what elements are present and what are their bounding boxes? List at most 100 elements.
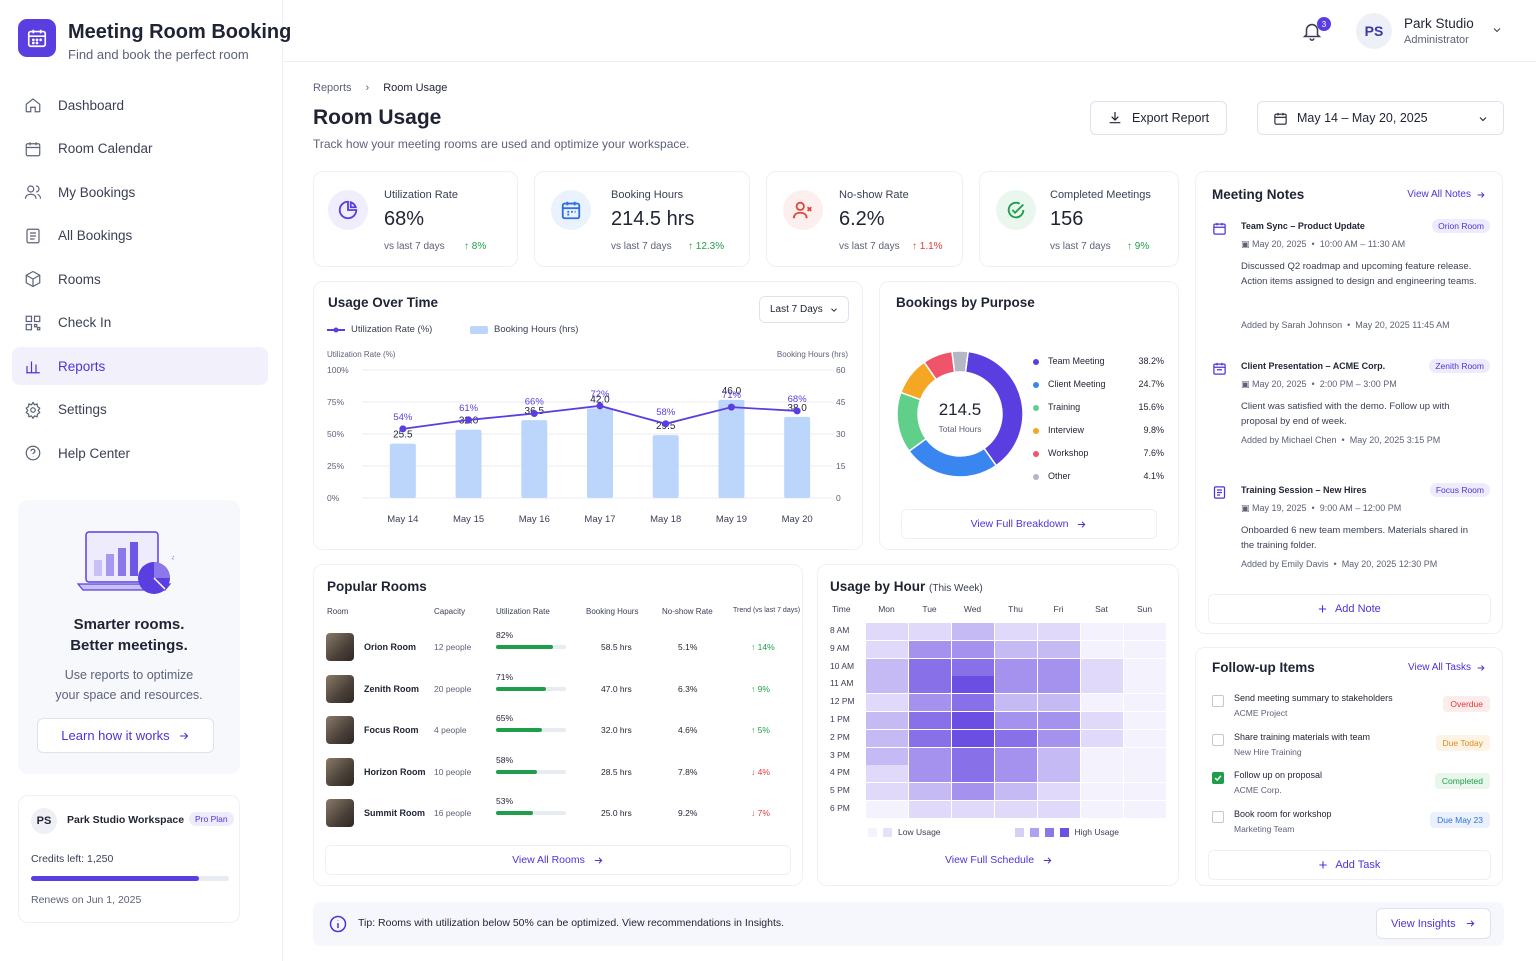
task-item[interactable]: Share training materials with team New Hi… [1212, 732, 1490, 762]
heatmap-cell[interactable] [1038, 676, 1080, 694]
heatmap-cell[interactable] [909, 658, 951, 676]
view-all-notes-link[interactable]: View All Notes [1407, 189, 1486, 200]
heatmap-cell[interactable] [952, 747, 994, 765]
task-item[interactable]: Book room for workshop Marketing Team Due … [1212, 809, 1490, 839]
heatmap-cell[interactable] [909, 694, 951, 712]
table-row[interactable]: Summit Room 16 people 53% 25.0 hrs 9.2% ↓ 7% [326, 796, 796, 829]
utilization-point[interactable] [727, 403, 735, 411]
sidebar-item-my-bookings[interactable]: My Bookings [12, 173, 268, 211]
table-row[interactable]: Focus Room 4 people 65% 32.0 hrs 4.6% ↑ 5% [326, 713, 796, 746]
sidebar-item-rooms[interactable]: Rooms [12, 260, 268, 298]
view-full-breakdown-button[interactable]: View Full Breakdown [901, 509, 1157, 539]
task-checkbox[interactable] [1212, 810, 1224, 823]
learn-how-button[interactable]: Learn how it works [37, 718, 214, 753]
heatmap-cell[interactable] [995, 694, 1037, 712]
heatmap-cell[interactable] [909, 712, 951, 729]
heatmap-cell[interactable] [1124, 783, 1166, 801]
heatmap-cell[interactable] [1124, 765, 1166, 783]
heatmap-cell[interactable] [1124, 747, 1166, 765]
sidebar-item-help-center[interactable]: Help Center [12, 434, 268, 472]
heatmap-cell[interactable] [1124, 676, 1166, 694]
chevron-down-icon[interactable] [1491, 24, 1503, 36]
heatmap-cell[interactable] [1081, 729, 1123, 747]
export-report-button[interactable]: Export Report [1090, 101, 1227, 135]
add-note-button[interactable]: + Add Note [1208, 594, 1491, 624]
heatmap-cell[interactable] [866, 729, 908, 747]
heatmap-cell[interactable] [995, 658, 1037, 676]
heatmap-cell[interactable] [1038, 783, 1080, 801]
heatmap-cell[interactable] [866, 676, 908, 694]
heatmap-cell[interactable] [952, 729, 994, 747]
heatmap-cell[interactable] [909, 783, 951, 801]
sidebar-item-dashboard[interactable]: Dashboard [12, 86, 268, 124]
utilization-point[interactable] [530, 410, 538, 418]
range-select[interactable]: Last 7 Days [759, 296, 849, 323]
sidebar-item-reports[interactable]: Reports [12, 347, 268, 385]
heatmap-cell[interactable] [995, 640, 1037, 658]
heatmap-cell[interactable] [1081, 801, 1123, 818]
heatmap-cell[interactable] [866, 765, 908, 783]
heatmap-cell[interactable] [1038, 623, 1080, 640]
heatmap-cell[interactable] [866, 712, 908, 729]
heatmap-cell[interactable] [866, 640, 908, 658]
heatmap-cell[interactable] [1038, 747, 1080, 765]
booking-hours-bar[interactable] [718, 399, 745, 498]
sidebar-item-check-in[interactable]: Check In [12, 304, 268, 342]
bell-icon[interactable] [1301, 20, 1323, 42]
heatmap-cell[interactable] [952, 623, 994, 640]
heatmap-cell[interactable] [1124, 640, 1166, 658]
heatmap-cell[interactable] [866, 658, 908, 676]
heatmap-cell[interactable] [909, 729, 951, 747]
heatmap-cell[interactable] [909, 765, 951, 783]
donut-slice[interactable] [908, 437, 998, 478]
table-row[interactable]: Orion Room 12 people 82% 58.5 hrs 5.1% ↑ 14% [326, 630, 796, 663]
heatmap-cell[interactable] [1124, 712, 1166, 729]
heatmap-cell[interactable] [866, 783, 908, 801]
heatmap-cell[interactable] [866, 623, 908, 640]
heatmap-cell[interactable] [1081, 747, 1123, 765]
note-item[interactable]: Team Sync – Product Update Orion Room ▣ Ma… [1212, 219, 1490, 349]
brand[interactable]: Meeting Room Booking Find and book the p… [18, 19, 291, 62]
booking-hours-bar[interactable] [455, 429, 482, 498]
heatmap-cell[interactable] [909, 623, 951, 640]
sidebar-item-all-bookings[interactable]: All Bookings [12, 217, 268, 255]
user-avatar[interactable]: PS [1356, 13, 1392, 49]
heatmap-cell[interactable] [1038, 694, 1080, 712]
sidebar-item-room-calendar[interactable]: Room Calendar [12, 130, 268, 168]
heatmap-cell[interactable] [1081, 712, 1123, 729]
heatmap-cell[interactable] [1081, 765, 1123, 783]
task-item[interactable]: Follow up on proposal ACME Corp. Completed [1212, 770, 1490, 800]
heatmap-cell[interactable] [866, 694, 908, 712]
heatmap-cell[interactable] [952, 694, 994, 712]
note-item[interactable]: Training Session – New Hires Focus Room ▣ … [1212, 483, 1490, 613]
heatmap-cell[interactable] [1124, 801, 1166, 818]
heatmap-cell[interactable] [909, 676, 951, 694]
add-task-button[interactable]: + Add Task [1208, 850, 1491, 880]
heatmap-cell[interactable] [1124, 729, 1166, 747]
view-all-tasks-link[interactable]: View All Tasks [1408, 662, 1486, 673]
heatmap-cell[interactable] [952, 801, 994, 818]
heatmap-cell[interactable] [952, 640, 994, 658]
donut-slice[interactable] [896, 391, 928, 453]
table-row[interactable]: Zenith Room 20 people 71% 47.0 hrs 6.3% ↑ 9% [326, 672, 796, 705]
heatmap-cell[interactable] [952, 658, 994, 676]
heatmap-cell[interactable] [1124, 658, 1166, 676]
heatmap-cell[interactable] [1038, 765, 1080, 783]
booking-hours-bar[interactable] [521, 420, 548, 498]
user-name[interactable]: Park Studio [1404, 16, 1474, 31]
heatmap-cell[interactable] [1124, 694, 1166, 712]
donut-slice[interactable] [951, 350, 970, 374]
heatmap-cell[interactable] [909, 640, 951, 658]
task-checkbox[interactable] [1212, 695, 1224, 707]
task-item[interactable]: Send meeting summary to stakeholders ACME… [1212, 693, 1490, 723]
utilization-point[interactable] [465, 416, 473, 424]
heatmap-cell[interactable] [1081, 694, 1123, 712]
heatmap-cell[interactable] [1081, 640, 1123, 658]
heatmap-cell[interactable] [1081, 658, 1123, 676]
booking-hours-bar[interactable] [652, 435, 679, 498]
view-insights-button[interactable]: View Insights [1376, 908, 1491, 939]
heatmap-cell[interactable] [952, 712, 994, 729]
heatmap-cell[interactable] [995, 783, 1037, 801]
view-full-schedule-button[interactable]: View Full Schedule [854, 849, 1144, 871]
heatmap-cell[interactable] [1081, 623, 1123, 640]
